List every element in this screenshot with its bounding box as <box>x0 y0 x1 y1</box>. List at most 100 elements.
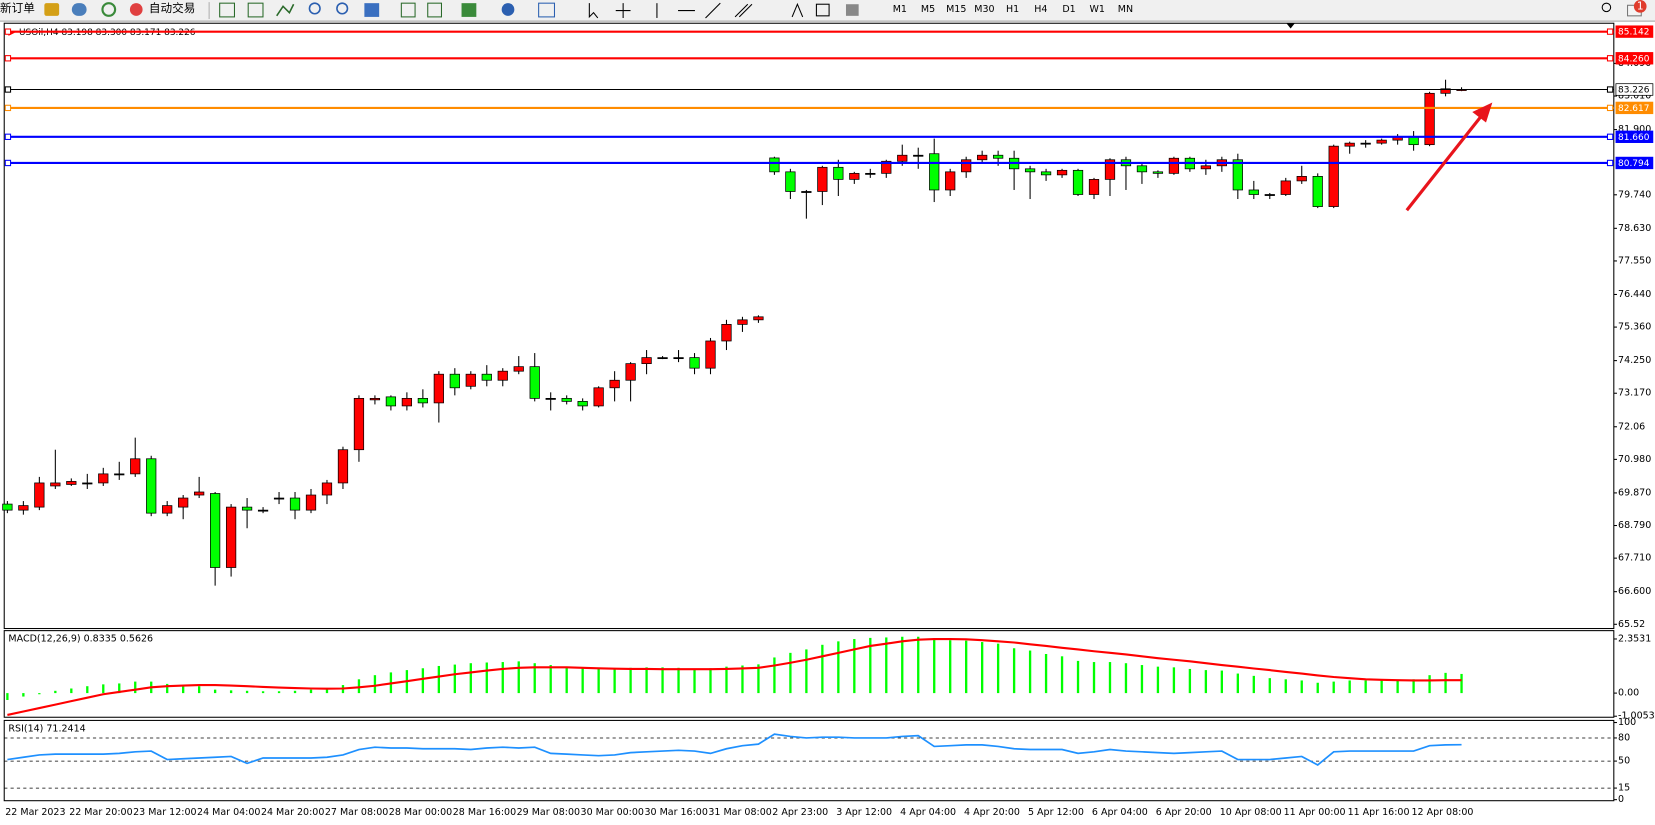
candle-body <box>194 491 205 496</box>
candle-body <box>513 366 524 372</box>
timeframe-button[interactable]: M1 <box>893 4 907 15</box>
candle-body <box>337 449 349 484</box>
level-label: 83.226 <box>1618 86 1650 96</box>
candle-body <box>289 497 301 511</box>
icon[interactable] <box>44 3 60 16</box>
candle-body <box>82 482 93 485</box>
crosshair-tool[interactable] <box>615 3 631 18</box>
y-tick-label: -1.0053 <box>1618 711 1655 722</box>
icon[interactable] <box>71 3 87 16</box>
icon[interactable] <box>501 3 515 16</box>
y-tick-label: 15 <box>1618 783 1630 794</box>
level-handle[interactable] <box>4 28 12 35</box>
icon[interactable] <box>101 2 117 17</box>
auto-trading-button[interactable]: 自动交易 <box>149 1 195 15</box>
candle-body <box>433 373 444 404</box>
level-handle[interactable] <box>1606 86 1614 93</box>
candle-body <box>1312 176 1323 207</box>
icon[interactable] <box>461 3 477 17</box>
y-tick-label: 65.52 <box>1618 619 1645 630</box>
shapes-tool[interactable] <box>845 4 859 16</box>
icon[interactable] <box>247 2 264 18</box>
level-label-box <box>1615 25 1654 38</box>
icon[interactable] <box>364 3 380 17</box>
icon[interactable] <box>400 2 416 18</box>
label-tool[interactable] <box>815 3 830 17</box>
timeframe-button[interactable]: H4 <box>1034 4 1047 15</box>
level-handle[interactable] <box>4 86 12 93</box>
x-tick-label: 5 Apr 12:00 <box>1028 807 1084 818</box>
timeframe-button[interactable]: W1 <box>1090 4 1105 15</box>
y-tick-label: 76.440 <box>1618 289 1651 300</box>
level-handle[interactable] <box>1606 133 1614 140</box>
cursor-tool[interactable] <box>588 3 599 19</box>
candle-body <box>98 473 109 484</box>
x-tick-label: 24 Mar 20:00 <box>261 807 324 818</box>
icon[interactable] <box>427 2 443 18</box>
timeframe-button[interactable]: M15 <box>946 4 966 15</box>
y-tick-label: 69.870 <box>1618 487 1651 498</box>
icon[interactable] <box>276 3 295 17</box>
candle-body <box>753 316 764 321</box>
candle-body <box>673 357 684 360</box>
level-handle[interactable] <box>1606 28 1614 35</box>
level-label: 80.794 <box>1618 159 1650 169</box>
candle-body <box>625 363 636 381</box>
x-tick-label: 3 Apr 12:00 <box>836 807 892 818</box>
candle-body <box>66 481 77 485</box>
y-tick-label: 80 <box>1618 732 1630 743</box>
level-handle[interactable] <box>4 104 12 112</box>
candle-body <box>1296 176 1307 182</box>
y-tick-label: 72.06 <box>1618 421 1645 432</box>
candle-body <box>178 497 189 508</box>
candle-body <box>146 458 157 514</box>
candle-body <box>481 373 492 381</box>
shift-marker <box>1286 23 1295 29</box>
rsi-line <box>7 733 1462 766</box>
new-order-button[interactable]: 新订单 <box>0 1 35 15</box>
candle-body <box>1152 171 1164 174</box>
candle-body <box>1056 169 1068 176</box>
candle-body <box>1232 159 1243 191</box>
y-tick-label: 100 <box>1618 717 1636 728</box>
chart-title: USOil,H4 83.198 83.300 83.171 83.226 <box>19 28 196 38</box>
text-tool[interactable] <box>791 2 804 18</box>
candle-body <box>1088 179 1100 195</box>
level-handle[interactable] <box>4 133 12 140</box>
level-handle[interactable] <box>1606 104 1614 112</box>
level-handle[interactable] <box>4 55 12 62</box>
x-tick-label: 10 Apr 08:00 <box>1220 807 1282 818</box>
zoom-out[interactable] <box>336 2 349 15</box>
candle-body <box>1040 171 1052 176</box>
y-tick-label: 83.010 <box>1618 91 1651 102</box>
search-icon[interactable] <box>1601 2 1612 13</box>
candle-body <box>465 373 476 387</box>
trendline-tool[interactable] <box>705 2 721 19</box>
y-tick-label: 0 <box>1618 794 1624 805</box>
level-handle[interactable] <box>4 159 12 167</box>
candle-body <box>881 160 892 174</box>
timeframe-button[interactable]: D1 <box>1062 4 1075 15</box>
candle-body <box>241 506 253 511</box>
icon[interactable] <box>538 2 556 18</box>
candle-body <box>353 397 365 451</box>
auto-trading-icon[interactable] <box>129 3 143 16</box>
timeframe-button[interactable]: M5 <box>921 4 935 15</box>
timeframe-button[interactable]: M30 <box>974 4 994 15</box>
icon[interactable] <box>219 2 235 18</box>
channel-tool[interactable] <box>734 3 753 18</box>
toolbar-bg <box>0 0 1655 22</box>
candle-body <box>1168 157 1180 174</box>
timeframe-button[interactable]: H1 <box>1006 4 1019 15</box>
candle-body <box>369 397 381 401</box>
zoom-in[interactable] <box>308 2 321 15</box>
candle-body <box>817 166 828 192</box>
level-handle[interactable] <box>1606 55 1614 62</box>
toolbar: 新订单 自动交易 M1 M5 M15 M30 H1 H4 D1 W1 MN 1 <box>0 0 1655 22</box>
candle-body <box>385 396 397 407</box>
timeframe-button[interactable]: MN <box>1118 4 1133 15</box>
candle-body <box>114 473 125 476</box>
candle-body <box>449 373 460 389</box>
level-handle[interactable] <box>1606 159 1614 167</box>
